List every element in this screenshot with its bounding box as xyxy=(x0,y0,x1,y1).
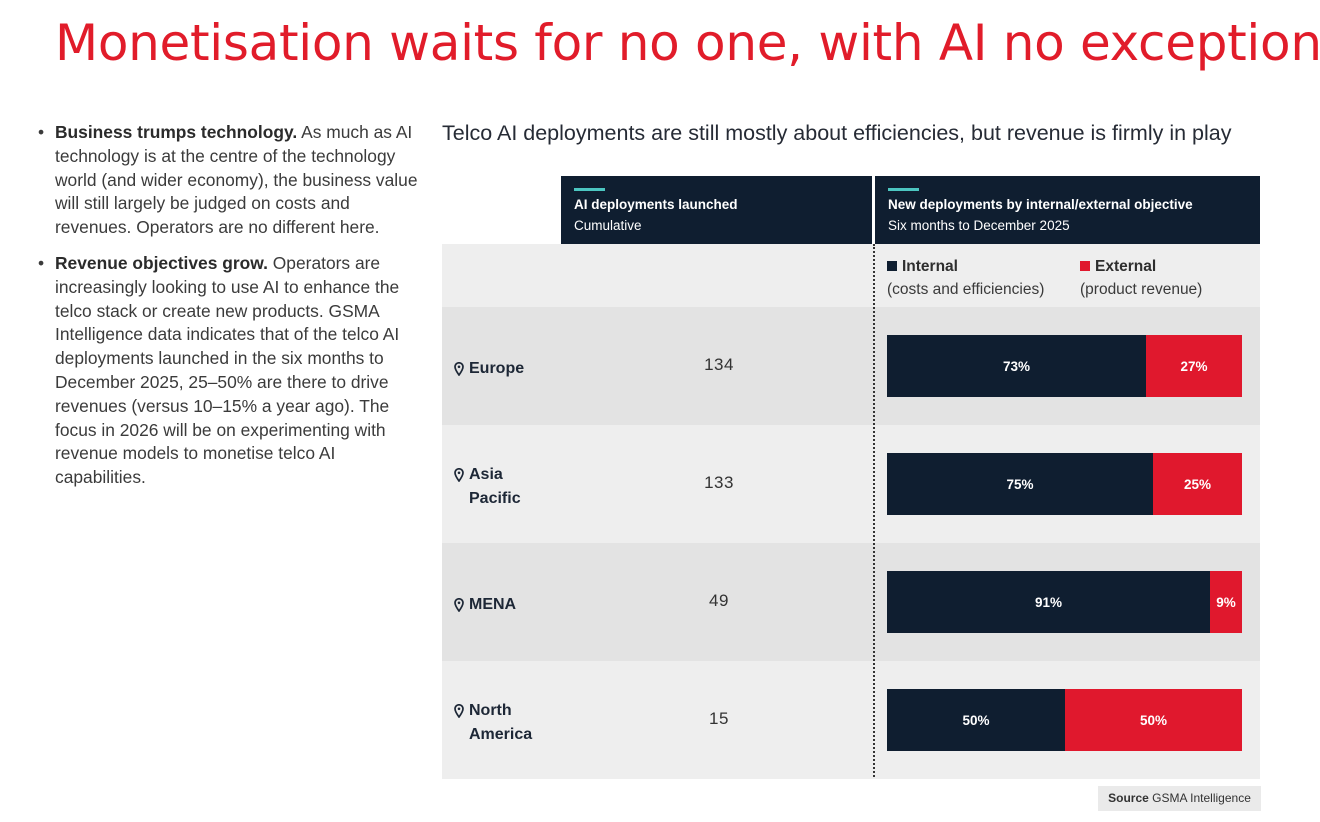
source-value: GSMA Intelligence xyxy=(1152,791,1251,805)
region-label-line: Asia xyxy=(469,466,503,483)
legend-note: (product revenue) xyxy=(1080,281,1203,298)
legend-note: (costs and efficiencies) xyxy=(887,281,1045,298)
stacked-bar: 50% 50% xyxy=(887,689,1242,751)
bar-segment-internal: 75% xyxy=(887,453,1153,515)
table-row: Asia Pacific 133 75% 25% xyxy=(442,425,1260,543)
region-label: Europe xyxy=(454,357,524,381)
bullet-heading: Business trumps technology. xyxy=(55,122,298,142)
region-label-line: Pacific xyxy=(469,490,521,507)
table-row: MENA 49 91% 9% xyxy=(442,543,1260,661)
bullet-list: Business trumps technology. As much as A… xyxy=(36,121,424,502)
legend-label: Internal xyxy=(902,258,958,275)
legend-swatch-internal xyxy=(887,261,897,271)
header-accent-line xyxy=(574,188,605,191)
table-row: Europe 134 73% 27% xyxy=(442,307,1260,425)
bullet-heading: Revenue objectives grow. xyxy=(55,252,268,273)
region-label: MENA xyxy=(454,593,516,617)
stacked-bar: 75% 25% xyxy=(887,453,1242,515)
region-label: North America xyxy=(454,699,532,747)
region-label-line: North xyxy=(469,702,512,719)
legend-label: External xyxy=(1095,258,1157,275)
bar-segment-external: 9% xyxy=(1210,571,1242,633)
stacked-bar: 91% 9% xyxy=(887,571,1242,633)
bullet-item: Revenue objectives grow. Operators are i… xyxy=(36,252,424,490)
bar-segment-external: 25% xyxy=(1153,453,1242,515)
deployments-count: 134 xyxy=(704,355,734,374)
source-label: Source xyxy=(1108,791,1149,805)
location-pin-icon xyxy=(454,704,464,718)
column-header-objective: New deployments by internal/external obj… xyxy=(875,176,1260,244)
stacked-bar: 73% 27% xyxy=(887,335,1242,397)
page-title: Monetisation waits for no one, with AI n… xyxy=(55,14,1320,72)
region-label-line: Europe xyxy=(469,360,525,377)
column-header-subtitle: Six months to December 2025 xyxy=(888,218,1070,233)
header-accent-line xyxy=(888,188,919,191)
legend-swatch-external xyxy=(1080,261,1090,271)
bullet-item: Business trumps technology. As much as A… xyxy=(36,121,424,240)
bullet-text: Operators are increasingly looking to us… xyxy=(55,252,400,488)
legend-external: External (product revenue) xyxy=(1080,255,1202,301)
location-pin-icon xyxy=(454,362,464,376)
bar-segment-internal: 50% xyxy=(887,689,1065,751)
legend-internal: Internal (costs and efficiencies) xyxy=(887,255,1044,301)
legend: Internal (costs and efficiencies) Extern… xyxy=(442,244,1260,307)
bar-segment-external: 50% xyxy=(1065,689,1242,751)
bar-segment-internal: 73% xyxy=(887,335,1146,397)
bar-segment-internal: 91% xyxy=(887,571,1210,633)
bar-segment-external: 27% xyxy=(1146,335,1242,397)
region-label-line: America xyxy=(469,726,533,743)
column-header-title: New deployments by internal/external obj… xyxy=(888,197,1193,212)
column-header-launched: AI deployments launched Cumulative xyxy=(561,176,872,244)
column-header-subtitle: Cumulative xyxy=(574,218,642,233)
deployments-count: 49 xyxy=(709,591,729,610)
location-pin-icon xyxy=(454,598,464,612)
source-note: Source GSMA Intelligence xyxy=(1098,786,1261,811)
bullet-text: As much as AI technology is at the centr… xyxy=(55,122,418,238)
column-header-title: AI deployments launched xyxy=(574,197,738,212)
column-divider xyxy=(873,244,875,777)
region-label-line: MENA xyxy=(469,596,517,613)
deployments-count: 15 xyxy=(709,709,729,728)
chart-title: Telco AI deployments are still mostly ab… xyxy=(442,121,1232,145)
region-label: Asia Pacific xyxy=(454,463,521,511)
table-row: North America 15 50% 50% xyxy=(442,661,1260,779)
deployments-count: 133 xyxy=(704,473,734,492)
location-pin-icon xyxy=(454,468,464,482)
